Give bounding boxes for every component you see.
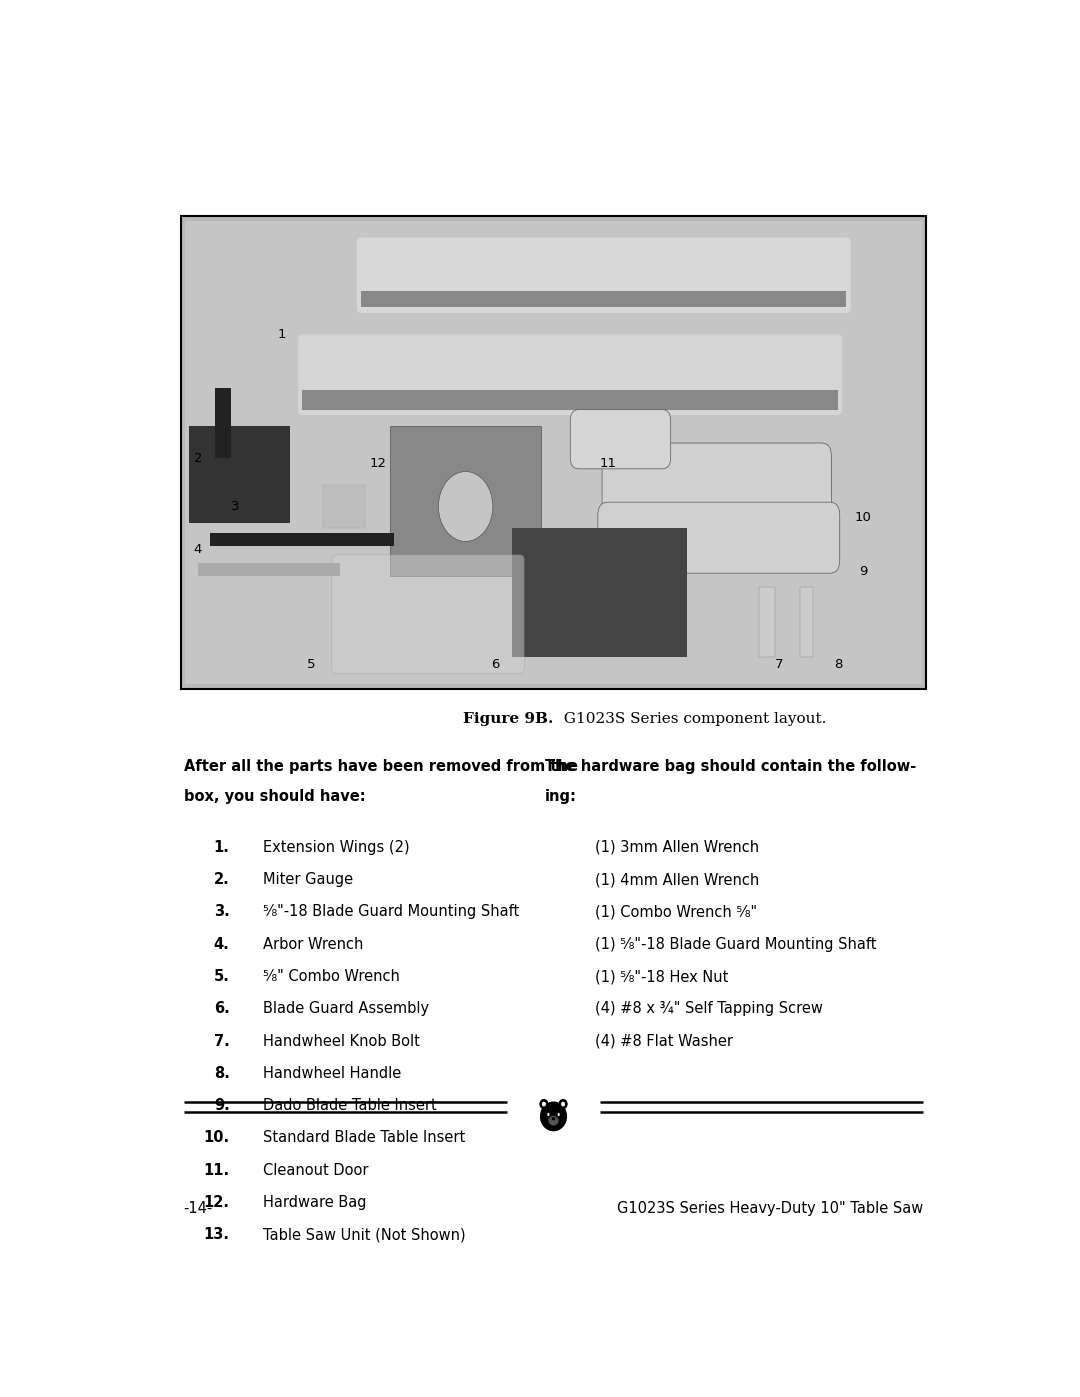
Text: (4) #8 Flat Washer: (4) #8 Flat Washer	[595, 1034, 733, 1049]
Text: Blade Guard Assembly: Blade Guard Assembly	[264, 1002, 429, 1016]
Text: 13.: 13.	[204, 1227, 230, 1242]
Text: ⁵⁄₈" Combo Wrench: ⁵⁄₈" Combo Wrench	[264, 970, 400, 983]
Text: 2: 2	[193, 451, 202, 465]
Ellipse shape	[549, 1116, 558, 1126]
Text: 8: 8	[834, 658, 842, 671]
Text: 4.: 4.	[214, 937, 230, 951]
Bar	[512, 528, 688, 657]
Text: 10.: 10.	[203, 1130, 230, 1146]
Bar	[186, 222, 922, 685]
Text: Miter Gauge: Miter Gauge	[264, 872, 353, 887]
Text: (1) 4mm Allen Wrench: (1) 4mm Allen Wrench	[595, 872, 759, 887]
FancyBboxPatch shape	[356, 237, 851, 313]
Text: The hardware bag should contain the follow-: The hardware bag should contain the foll…	[545, 760, 916, 774]
FancyBboxPatch shape	[332, 555, 524, 673]
Text: Standard Blade Table Insert: Standard Blade Table Insert	[264, 1130, 465, 1146]
Text: 11.: 11.	[203, 1162, 230, 1178]
Ellipse shape	[548, 1113, 550, 1116]
Text: Table Saw Unit (Not Shown): Table Saw Unit (Not Shown)	[264, 1227, 465, 1242]
Bar	[215, 388, 231, 458]
Bar	[800, 587, 813, 657]
Text: 1.: 1.	[214, 840, 230, 855]
FancyBboxPatch shape	[298, 334, 842, 415]
Text: 6: 6	[490, 658, 499, 671]
Bar	[181, 217, 926, 689]
Text: 9: 9	[859, 564, 867, 577]
Text: (1) ⁵⁄₈"-18 Hex Nut: (1) ⁵⁄₈"-18 Hex Nut	[595, 970, 729, 983]
Text: (1) Combo Wrench ⁵⁄₈": (1) Combo Wrench ⁵⁄₈"	[595, 904, 757, 919]
Ellipse shape	[557, 1113, 559, 1116]
Bar	[189, 426, 289, 522]
Ellipse shape	[541, 1102, 566, 1130]
Text: Handwheel Knob Bolt: Handwheel Knob Bolt	[264, 1034, 420, 1049]
Text: G1023S Series Heavy-Duty 10" Table Saw: G1023S Series Heavy-Duty 10" Table Saw	[617, 1201, 923, 1217]
Text: 12.: 12.	[204, 1194, 230, 1210]
Text: 1: 1	[278, 328, 286, 341]
Text: 11: 11	[599, 457, 617, 469]
Text: Hardware Bag: Hardware Bag	[264, 1194, 366, 1210]
Ellipse shape	[552, 1118, 555, 1120]
Text: Handwheel Handle: Handwheel Handle	[264, 1066, 402, 1081]
Text: After all the parts have been removed from the: After all the parts have been removed fr…	[184, 760, 578, 774]
Text: (4) #8 x ¾" Self Tapping Screw: (4) #8 x ¾" Self Tapping Screw	[595, 1002, 823, 1016]
Text: 10: 10	[854, 511, 872, 524]
Text: 2.: 2.	[214, 872, 230, 887]
Text: Extension Wings (2): Extension Wings (2)	[264, 840, 409, 855]
Bar	[758, 587, 775, 657]
Bar	[323, 485, 365, 528]
Text: 7.: 7.	[214, 1034, 230, 1049]
Text: 3.: 3.	[214, 904, 230, 919]
Ellipse shape	[559, 1099, 567, 1109]
Text: 6.: 6.	[214, 1002, 230, 1016]
Text: 5.: 5.	[214, 970, 230, 983]
Bar	[302, 390, 838, 409]
FancyBboxPatch shape	[602, 443, 832, 514]
Text: 7: 7	[775, 658, 784, 671]
Text: Arbor Wrench: Arbor Wrench	[264, 937, 364, 951]
Text: Figure 9B.: Figure 9B.	[463, 712, 554, 726]
Text: 3: 3	[231, 500, 240, 513]
Ellipse shape	[540, 1099, 548, 1109]
FancyBboxPatch shape	[598, 502, 840, 573]
Text: (1) ⁵⁄₈"-18 Blade Guard Mounting Shaft: (1) ⁵⁄₈"-18 Blade Guard Mounting Shaft	[595, 937, 877, 951]
Bar	[390, 426, 541, 577]
Bar	[198, 563, 340, 577]
Text: 12: 12	[369, 457, 387, 469]
Ellipse shape	[542, 1102, 546, 1106]
Text: ⁵⁄₈"-18 Blade Guard Mounting Shaft: ⁵⁄₈"-18 Blade Guard Mounting Shaft	[264, 904, 519, 919]
Text: 9.: 9.	[214, 1098, 230, 1113]
Text: (1) 3mm Allen Wrench: (1) 3mm Allen Wrench	[595, 840, 759, 855]
Text: -14-: -14-	[184, 1201, 213, 1217]
Text: 5: 5	[307, 658, 315, 671]
Bar	[361, 292, 847, 307]
Ellipse shape	[561, 1102, 565, 1106]
FancyBboxPatch shape	[570, 409, 671, 469]
Text: Cleanout Door: Cleanout Door	[264, 1162, 368, 1178]
Text: 8.: 8.	[214, 1066, 230, 1081]
Ellipse shape	[438, 472, 492, 542]
Text: G1023S Series component layout.: G1023S Series component layout.	[554, 712, 826, 726]
Text: box, you should have:: box, you should have:	[184, 789, 365, 805]
Text: ing:: ing:	[545, 789, 577, 805]
Bar	[211, 534, 394, 546]
Text: Dado Blade Table Insert: Dado Blade Table Insert	[264, 1098, 436, 1113]
Text: 4: 4	[193, 543, 202, 556]
